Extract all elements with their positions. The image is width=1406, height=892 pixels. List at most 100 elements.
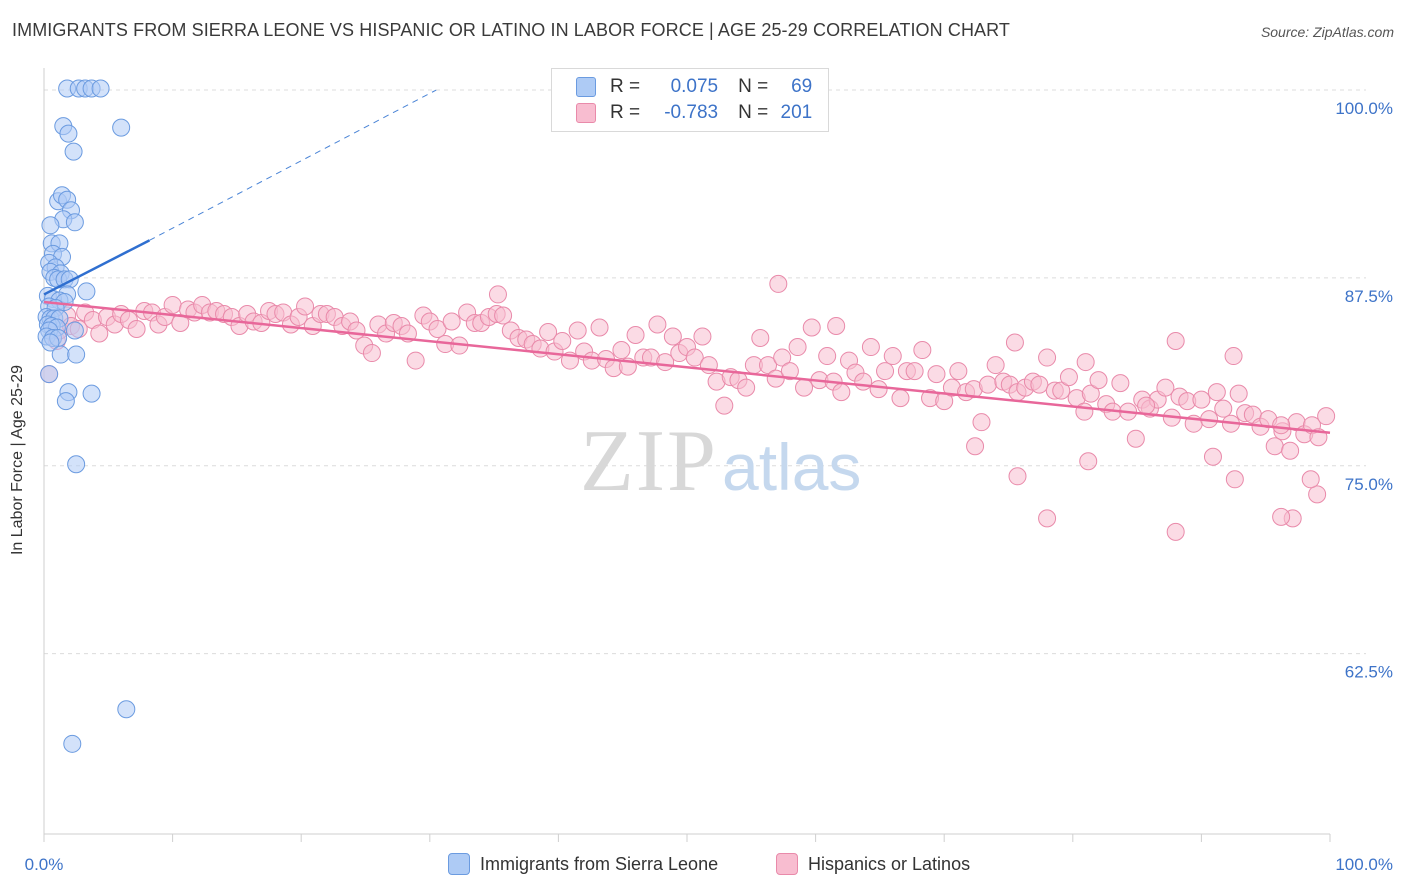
point-hispanic [1111, 374, 1130, 393]
point-hispanic [1166, 332, 1185, 351]
point-sierra-leone [67, 455, 86, 474]
point-hispanic [978, 375, 997, 394]
trend-line-hispanic [43, 300, 1331, 434]
point-sierra-leone [51, 345, 70, 364]
bottom-legend-label: Immigrants from Sierra Leone [480, 853, 719, 874]
trend-line-sierra-leone [43, 239, 151, 296]
point-hispanic [1081, 384, 1100, 403]
point-hispanic [737, 378, 756, 397]
point-hispanic [539, 323, 558, 342]
point-hispanic [927, 365, 946, 384]
point-hispanic [802, 318, 821, 337]
point-hispanic [442, 312, 461, 331]
point-hispanic [1059, 368, 1078, 387]
legend-n-label: N = [738, 76, 769, 97]
point-hispanic [1203, 447, 1222, 466]
y-tick-label: 87.5% [1345, 287, 1393, 306]
point-hispanic [1265, 437, 1284, 456]
point-hispanic [1005, 333, 1024, 352]
legend-row-hispanic: R = -0.783 N = 201 [576, 100, 812, 126]
point-hispanic [1137, 396, 1156, 415]
legend-r-label: R = [610, 102, 641, 123]
point-hispanic [883, 347, 902, 366]
point-sierra-leone [117, 700, 136, 719]
point-hispanic [769, 274, 788, 293]
x-tick-label: 100.0% [1335, 855, 1393, 874]
point-hispanic [163, 295, 182, 314]
point-hispanic [827, 316, 846, 335]
point-hispanic [788, 338, 807, 357]
point-hispanic [1156, 378, 1175, 397]
y-tick-label: 62.5% [1345, 663, 1393, 682]
point-sierra-leone [41, 333, 60, 352]
point-hispanic [1225, 470, 1244, 489]
point-hispanic [1281, 441, 1300, 460]
point-hispanic [780, 362, 799, 381]
point-hispanic [861, 338, 880, 357]
point-hispanic [1192, 390, 1211, 409]
point-hispanic [428, 320, 447, 339]
y-tick-label: 100.0% [1335, 99, 1393, 118]
point-hispanic [854, 372, 873, 391]
bottom-legend-hispanic: Hispanics or Latinos [776, 852, 970, 876]
axes [43, 68, 1331, 842]
point-hispanic [949, 362, 968, 381]
legend-r-value: 0.075 [670, 76, 719, 97]
y-tick-label: 75.0% [1345, 475, 1393, 494]
point-hispanic [913, 341, 932, 360]
point-sierra-leone [91, 79, 110, 98]
point-hispanic [891, 389, 910, 408]
point-sierra-leone [67, 345, 86, 364]
point-hispanic [1076, 353, 1095, 372]
point-hispanic [553, 332, 572, 351]
point-hispanic [1224, 347, 1243, 366]
point-hispanic [1089, 371, 1108, 390]
point-hispanic [986, 356, 1005, 375]
point-hispanic [1317, 407, 1336, 426]
watermark-zip: ZIP [580, 413, 718, 510]
point-hispanic [171, 313, 190, 332]
legend-swatch-blue [576, 77, 596, 97]
chart-title: IMMIGRANTS FROM SIERRA LEONE VS HISPANIC… [12, 20, 1011, 40]
point-sierra-leone [63, 734, 82, 753]
point-sierra-leone [64, 142, 83, 161]
legend-row-sierra-leone: R = 0.075 N = 69 [576, 74, 812, 100]
point-hispanic [1008, 467, 1027, 486]
legend-n-value: 69 [791, 76, 813, 97]
bottom-legend-swatch-blue [448, 853, 470, 875]
point-hispanic [1126, 429, 1145, 448]
point-hispanic [869, 380, 888, 399]
legend-r-label: R = [610, 76, 641, 97]
point-hispanic [1052, 381, 1071, 400]
point-sierra-leone [112, 118, 131, 137]
point-hispanic [1214, 399, 1233, 418]
point-sierra-leone [40, 365, 59, 384]
point-hispanic [766, 369, 785, 388]
point-sierra-leone [59, 124, 78, 143]
point-hispanic [648, 315, 667, 334]
bottom-legend-label: Hispanics or Latinos [808, 853, 971, 874]
source-credit: Source: ZipAtlas.com [1260, 24, 1394, 40]
point-hispanic [832, 383, 851, 402]
point-hispanic [1308, 485, 1327, 504]
legend-swatch-pink [576, 103, 596, 123]
watermark-atlas: atlas [722, 430, 861, 504]
point-sierra-leone [41, 216, 60, 235]
point-hispanic [296, 297, 315, 316]
point-hispanic [590, 318, 609, 337]
tick-labels: 62.5% 75.0% 87.5% 100.0% 0.0% 100.0% [25, 99, 1393, 874]
point-hispanic [876, 362, 895, 381]
point-hispanic [905, 362, 924, 381]
point-hispanic [751, 329, 770, 348]
bottom-legend-swatch-pink [776, 853, 798, 875]
bottom-legend-sierra-leone: Immigrants from Sierra Leone [448, 852, 718, 876]
point-hispanic [966, 437, 985, 456]
point-hispanic [90, 324, 109, 343]
point-hispanic [693, 327, 712, 346]
x-tick-label: 0.0% [25, 855, 64, 874]
point-hispanic [1166, 522, 1185, 541]
correlation-legend: R = 0.075 N = 69 R = -0.783 N = 201 [551, 68, 829, 132]
point-hispanic [818, 347, 837, 366]
point-hispanic [685, 348, 704, 367]
